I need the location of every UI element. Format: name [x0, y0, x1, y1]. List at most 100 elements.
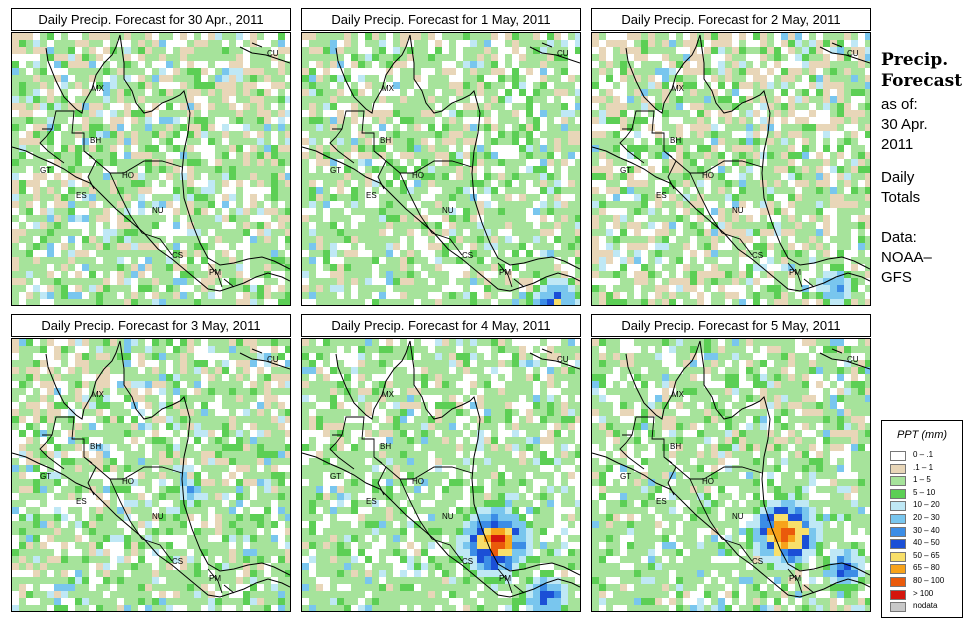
country-label: GT: [330, 166, 341, 175]
legend-label: .1 – 1: [913, 462, 934, 472]
country-label: CU: [557, 49, 569, 58]
precip-map: MX BH GT HO ES NU CS PM CU: [591, 338, 871, 612]
legend-swatch: [890, 526, 906, 537]
coastline: [529, 42, 580, 64]
country-label: GT: [620, 166, 631, 175]
legend-label: 1 – 5: [913, 475, 931, 485]
coastline: [239, 42, 290, 64]
country-label: MX: [382, 390, 395, 399]
country-label: NU: [732, 512, 744, 521]
country-label: PM: [789, 268, 801, 277]
legend-swatch: [890, 577, 906, 587]
legend-label: 5 – 10: [913, 487, 936, 497]
country-label: HO: [412, 477, 424, 486]
country-label: NU: [442, 512, 454, 521]
legend-label: > 100: [913, 588, 934, 598]
precip-map: MX BH GT HO ES NU CS PM CU: [591, 32, 871, 306]
legend-swatch: [890, 539, 906, 550]
panel-title: Daily Precip. Forecast for 2 May, 2011: [591, 8, 871, 31]
panel-title: Daily Precip. Forecast for 5 May, 2011: [591, 314, 871, 337]
precip-map: MX BH GT HO ES NU CS PM CU: [301, 32, 581, 306]
legend-swatch: [890, 589, 906, 600]
precip-grid: [12, 339, 290, 611]
legend-swatch: [890, 514, 906, 524]
forecast-panel-2: Daily Precip. Forecast for 1 May, 2011 M…: [301, 8, 581, 306]
legend-swatch: [890, 551, 906, 562]
country-borders: [329, 416, 525, 594]
country-label: ES: [76, 191, 87, 200]
country-label: PM: [499, 268, 511, 277]
sidebar-title: Precip. Forecast: [881, 50, 963, 91]
country-label: GT: [40, 472, 51, 481]
legend-label: 65 – 80: [913, 563, 940, 573]
forecast-panel-6: Daily Precip. Forecast for 5 May, 2011 M…: [591, 314, 871, 612]
legend-swatch: [890, 476, 906, 487]
legend-label: 50 – 65: [913, 550, 940, 560]
coastline: [302, 340, 580, 598]
country-label: NU: [152, 512, 164, 521]
country-label: MX: [672, 84, 685, 93]
legend-label: 20 – 30: [913, 513, 940, 522]
legend-label: 0 – .1: [913, 450, 934, 459]
legend-label: 40 – 50: [913, 538, 940, 548]
country-label: HO: [702, 477, 714, 486]
country-label: CS: [752, 557, 763, 566]
country-label: ES: [656, 497, 667, 506]
country-label: NU: [152, 206, 164, 215]
country-label: HO: [702, 171, 714, 180]
coastline: [592, 34, 870, 292]
coastline: [819, 348, 870, 370]
country-label: CS: [462, 557, 473, 566]
panel-title: Daily Precip. Forecast for 1 May, 2011: [301, 8, 581, 31]
coastline: [592, 340, 870, 598]
country-label: MX: [382, 84, 395, 93]
country-label: GT: [620, 472, 631, 481]
country-label: MX: [92, 84, 105, 93]
precip-grid: [12, 33, 290, 305]
legend-swatch: [890, 602, 906, 613]
country-label: PM: [209, 268, 221, 277]
country-borders: [329, 110, 525, 288]
panel-title: Daily Precip. Forecast for 30 Apr., 2011: [11, 8, 291, 31]
country-label: MX: [672, 390, 685, 399]
as-of-date: as of: 30 Apr. 2011: [881, 96, 928, 153]
data-source-note: Data: NOAA– GFS: [881, 229, 932, 286]
forecast-panel-4: Daily Precip. Forecast for 3 May, 2011 M…: [11, 314, 291, 612]
country-label: BH: [670, 442, 681, 451]
country-label: CU: [847, 355, 859, 364]
daily-totals-note: Daily Totals: [881, 169, 921, 206]
forecast-panel-1: Daily Precip. Forecast for 30 Apr., 2011…: [11, 8, 291, 306]
forecast-panel-3: Daily Precip. Forecast for 2 May, 2011 M…: [591, 8, 871, 306]
coastline: [819, 42, 870, 64]
coastline: [12, 340, 290, 598]
country-label: NU: [732, 206, 744, 215]
country-label: ES: [656, 191, 667, 200]
country-label: CS: [172, 557, 183, 566]
country-label: PM: [789, 574, 801, 583]
precip-grid: [592, 339, 870, 611]
country-borders: [619, 110, 815, 288]
legend-label: nodata: [913, 601, 938, 611]
coastline: [239, 348, 290, 370]
forecast-panel-5: Daily Precip. Forecast for 4 May, 2011 M…: [301, 314, 581, 612]
country-label: PM: [209, 574, 221, 583]
legend-title: PPT (mm): [896, 429, 948, 441]
country-label: HO: [122, 477, 134, 486]
precip-map: MX BH GT HO ES NU CS PM CU: [11, 338, 291, 612]
precip-map: MX BH GT HO ES NU CS PM CU: [11, 32, 291, 306]
country-label: MX: [92, 390, 105, 399]
country-label: HO: [412, 171, 424, 180]
country-label: CU: [267, 355, 279, 364]
precip-grid: [592, 33, 870, 305]
coastline: [302, 34, 580, 292]
panel-title: Daily Precip. Forecast for 3 May, 2011: [11, 314, 291, 337]
country-label: BH: [380, 442, 391, 451]
country-label: CS: [752, 251, 763, 260]
country-label: CU: [557, 355, 569, 364]
country-label: NU: [442, 206, 454, 215]
legend-swatch: [890, 488, 906, 499]
country-label: PM: [499, 574, 511, 583]
country-label: CS: [172, 251, 183, 260]
legend-label: 30 – 40: [913, 525, 940, 535]
country-label: GT: [40, 166, 51, 175]
